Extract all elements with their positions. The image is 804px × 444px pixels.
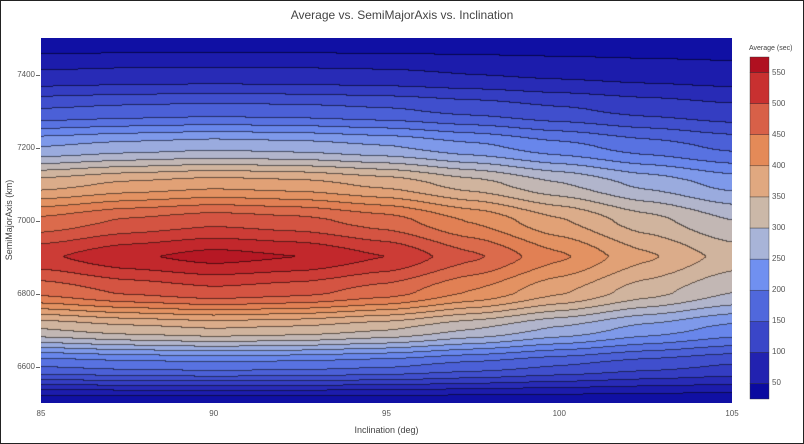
- x-tick-label: 90: [209, 409, 219, 418]
- y-tick-mark: [36, 220, 40, 222]
- contour-plot-area[interactable]: [41, 38, 732, 403]
- colorbar-tick-label: 550: [772, 67, 786, 77]
- colorbar-bin: [749, 134, 770, 167]
- x-tick-label: 85: [36, 409, 46, 418]
- colorbar-tick-label: 350: [772, 191, 786, 201]
- colorbar-tick-label: 200: [772, 285, 786, 295]
- colorbar-tick-label: 450: [772, 129, 786, 139]
- colorbar-tick-label: 50: [772, 378, 781, 388]
- colorbar-tick-label: 400: [772, 160, 786, 170]
- colorbar-bin: [749, 227, 770, 260]
- colorbar-title: Average (sec): [749, 45, 793, 52]
- colorbar-bin: [749, 352, 770, 384]
- colorbar-bin: [749, 258, 770, 291]
- y-tick-label: 6600: [17, 361, 35, 371]
- colorbar-bin: [749, 196, 770, 229]
- colorbar-bin: [749, 103, 770, 135]
- colorbar-bin: [749, 165, 770, 198]
- colorbar-tick-label: 300: [772, 223, 786, 232]
- colorbar-tick-label: 150: [772, 316, 786, 326]
- colorbar-bin: [749, 289, 770, 322]
- x-tick-label: 105: [725, 409, 739, 418]
- colorbar-bin: [749, 321, 770, 353]
- y-tick-label: 7000: [17, 215, 35, 225]
- x-axis-label: Inclination (deg): [354, 425, 419, 435]
- colorbar-bin: [749, 383, 770, 400]
- colorbar-tick-label: 500: [772, 98, 786, 108]
- y-tick-mark: [36, 293, 40, 295]
- colorbar-tick-label: 250: [772, 254, 786, 264]
- y-tick-label: 6800: [17, 288, 35, 298]
- y-tick-mark: [36, 366, 40, 368]
- y-tick-label: 7400: [17, 69, 35, 79]
- y-tick-mark: [36, 74, 40, 76]
- y-tick-mark: [36, 147, 40, 149]
- chart-title: Average vs. SemiMajorAxis vs. Inclinatio…: [290, 8, 514, 22]
- y-tick-label: 7200: [17, 142, 35, 152]
- x-tick-label: 100: [552, 409, 566, 418]
- colorbar-bin: [749, 56, 770, 73]
- x-tick-label: 95: [382, 409, 391, 418]
- colorbar-tick-label: 100: [772, 347, 786, 357]
- colorbar-bin: [749, 72, 770, 104]
